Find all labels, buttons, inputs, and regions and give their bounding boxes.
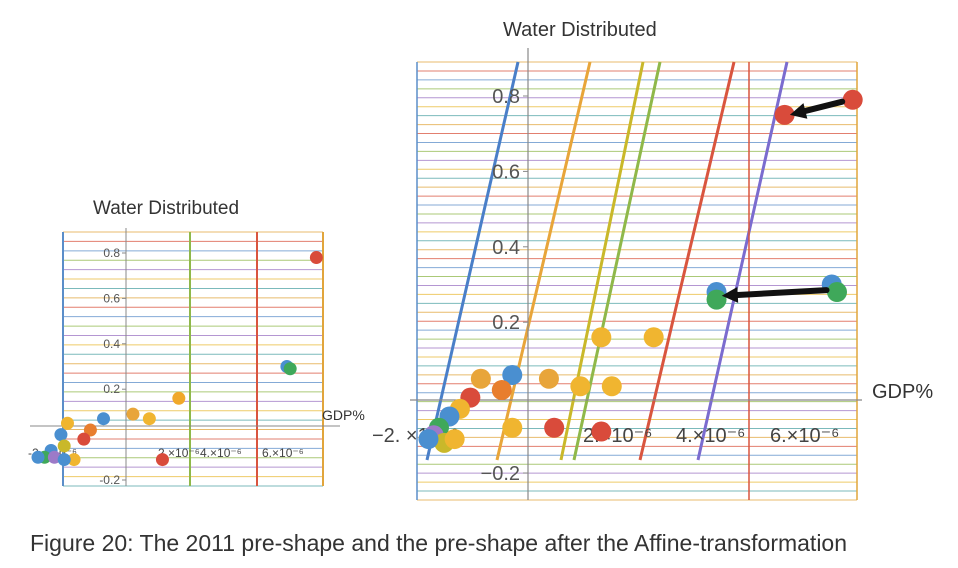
right-scatter-point [538,368,559,389]
right-scatter-point [706,289,727,310]
right-arrows [721,98,846,303]
left-axes: 0.80.60.40.2-0.2-2. ×10⁻⁶2.×10⁻⁶4.×10⁻⁶6… [28,228,340,487]
right-scatter-point [502,364,523,385]
left-x-tick-label: 6.×10⁻⁶ [262,446,304,460]
left-scatter-point [47,450,61,464]
right-scatter-point [643,327,664,348]
right-scatter-point [774,104,795,125]
left-x-axis-title: GDP% [322,407,365,423]
right-x-tick-label: 4.×10⁻⁶ [676,425,745,447]
left-scatter-point [54,428,68,442]
right-scatter-point [418,429,439,450]
left-scatter-point [83,423,97,437]
right-scatter-point [601,376,622,397]
left-y-tick-label: -0.2 [99,473,120,487]
transformation-arrow [789,98,846,119]
left-x-tick-label: 2.×10⁻⁶ [158,446,200,460]
left-scatter-point [283,362,297,376]
right-scatter-point [544,417,565,438]
right-scatter-point [591,327,612,348]
left-y-tick-label: 0.8 [103,246,120,260]
left-scatter-point [309,251,323,265]
left-y-axis-title: Water Distributed [93,198,239,219]
right-y-tick-label: 0.4 [492,237,520,259]
right-y-tick-label: 0.8 [492,86,520,108]
right-scatter-point [591,421,612,442]
transformation-arrow [721,286,830,303]
left-scatter-point [155,453,169,467]
right-scatter-point [827,282,847,303]
right-scatter-point [444,429,465,450]
right-x-tick-label: 6.×10⁻⁶ [770,425,839,447]
left-scatter-point [31,450,45,464]
left-x-tick-label: 4.×10⁻⁶ [200,446,242,460]
right-scatter-point [470,368,491,389]
right-y-axis-title: Water Distributed [503,19,657,41]
right-grid-line-slanted [638,61,736,461]
right-scatter-point [570,376,591,397]
left-scatter-point [172,391,186,405]
left-scatter-point [57,439,71,453]
figure-caption: Figure 20: The 2011 pre-shape and the pr… [30,530,848,556]
left-scatter-point [57,453,71,467]
right-x-axis-title: GDP% [872,381,933,403]
right-grid-line-slanted [495,61,592,461]
left-scatter-point [142,412,156,426]
left-y-tick-label: 0.6 [103,291,120,305]
left-scatter-point [77,432,91,446]
right-scatter-point [491,380,512,401]
left-y-tick-label: 0.4 [103,337,120,351]
right-y-tick-label: 0.6 [492,161,520,183]
right-points [418,89,863,453]
right-grid-line-slanted [572,61,662,461]
right-grid-line-slanted [425,61,520,461]
left-scatter-point [97,412,110,426]
right-axes: 0.80.60.40.2−0.2−2. ×10⁻⁶ 2.×10⁻⁶ 4.×10⁻⁶ 6… [372,48,862,500]
left-scatter-point [60,416,74,430]
right-y-tick-label: −0.2 [481,463,520,485]
right-y-tick-label: 0.2 [492,312,520,334]
right-scatter-point [842,89,863,110]
left-scatter-point [67,453,81,467]
right-scatter-point [502,417,523,438]
right-grid-line-slanted [696,61,789,461]
left-scatter-point [126,407,140,421]
left-y-tick-label: 0.2 [103,382,120,396]
left-points [31,251,323,467]
